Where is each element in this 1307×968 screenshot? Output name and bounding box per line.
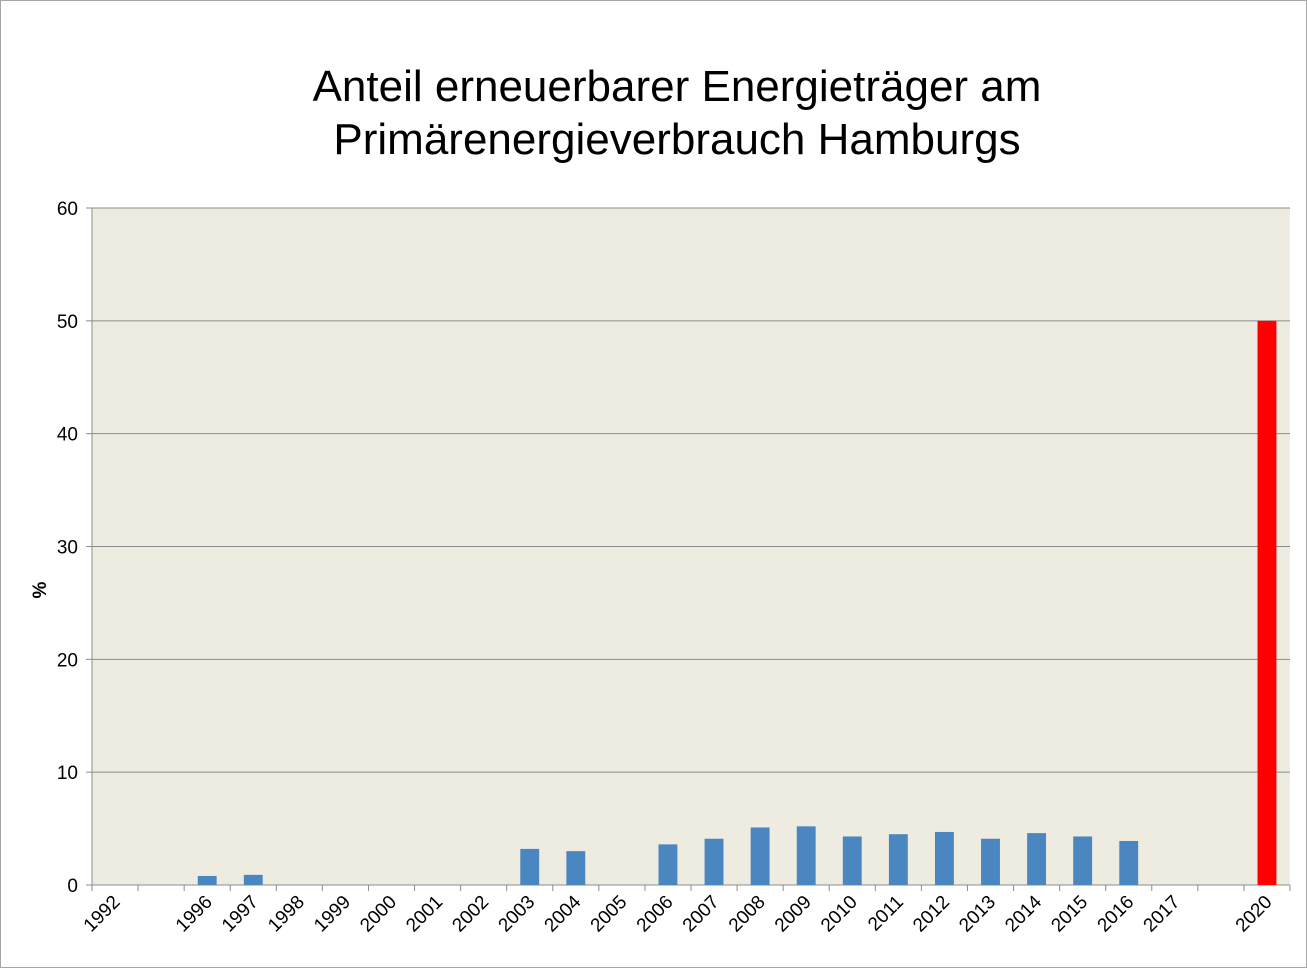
bar — [1119, 840, 1139, 885]
x-tick-label: 2006 — [633, 892, 678, 937]
y-axis-label: % — [30, 581, 51, 598]
x-tick-label: 1997 — [218, 892, 263, 937]
x-tick-label: 1998 — [264, 892, 309, 937]
bar — [243, 874, 263, 885]
bar — [197, 875, 217, 885]
x-tick-label: 2007 — [679, 892, 724, 937]
bar — [934, 831, 954, 885]
bar — [842, 836, 862, 885]
bar — [704, 838, 724, 885]
y-tick-label: 20 — [57, 650, 78, 671]
x-tick-label: 2003 — [495, 892, 540, 937]
x-tick-label: 2010 — [817, 892, 862, 937]
x-tick-label: 2017 — [1140, 892, 1185, 937]
y-tick-label: 60 — [57, 199, 78, 220]
bar — [1073, 836, 1093, 885]
x-tick-label: 2016 — [1094, 892, 1139, 937]
x-tick-label: 2015 — [1047, 892, 1092, 937]
x-tick-label: 2012 — [909, 892, 954, 937]
x-tick-label: 2004 — [541, 891, 586, 936]
x-tick-label: 2001 — [402, 892, 447, 937]
bar — [750, 827, 770, 885]
x-tick-label: 2014 — [1001, 891, 1046, 936]
bar — [1027, 833, 1047, 885]
x-tick-label: 2011 — [864, 892, 908, 936]
chart-title: Anteil erneuerbarer Energieträger am Pri… — [312, 62, 1042, 164]
x-tick-label: 1996 — [172, 892, 217, 937]
x-tick-label: 2008 — [725, 892, 770, 937]
y-tick-label: 50 — [57, 312, 78, 333]
y-tick-label: 10 — [57, 763, 78, 784]
x-tick-label: 2020 — [1232, 892, 1277, 937]
y-tick-label: 0 — [67, 876, 78, 897]
x-tick-label: 2000 — [356, 892, 401, 937]
bar — [520, 848, 540, 885]
x-tick-label: 2005 — [587, 892, 632, 937]
x-tick-label: 2009 — [771, 892, 816, 937]
x-tick-label: 2002 — [448, 892, 493, 937]
bar — [658, 844, 678, 885]
y-tick-label: 30 — [57, 538, 78, 559]
y-tick-label: 40 — [57, 425, 78, 446]
bar — [566, 851, 586, 885]
x-tick-label: 1992 — [80, 892, 125, 937]
bar — [1257, 320, 1277, 885]
bar — [796, 826, 816, 885]
bar — [888, 834, 908, 885]
x-tick-label: 2013 — [955, 892, 1000, 937]
bar — [981, 838, 1000, 885]
x-tick-label: 1999 — [310, 892, 355, 937]
